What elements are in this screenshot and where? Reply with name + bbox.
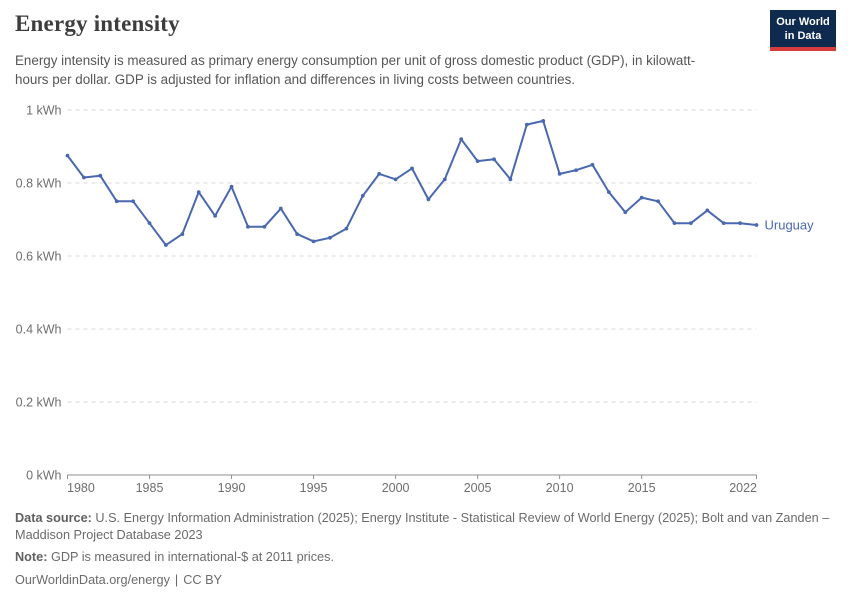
data-source-line: Data source: U.S. Energy Information Adm… [15, 510, 837, 544]
data-point [344, 226, 349, 231]
data-point [262, 224, 267, 229]
data-point [180, 232, 185, 237]
data-point [442, 177, 447, 182]
chart-footer: Data source: U.S. Energy Information Adm… [15, 510, 837, 589]
data-point [475, 159, 480, 164]
data-point [131, 199, 136, 204]
data-point [82, 175, 86, 180]
data-point [114, 199, 119, 204]
owid-url-link[interactable]: OurWorldinData.org/energy [15, 573, 170, 587]
data-point [328, 235, 332, 240]
note-label: Note: [15, 550, 48, 564]
series-markers [65, 119, 759, 247]
x-tick-label: 2015 [628, 481, 656, 495]
x-tick-label: 2005 [464, 481, 492, 495]
data-point [229, 184, 234, 189]
data-point [574, 168, 578, 173]
y-tick-label: 0.4 kWh [16, 323, 62, 337]
x-tick-label: 1995 [300, 481, 328, 495]
data-point [508, 177, 513, 182]
series-label-uruguay: Uruguay [765, 217, 815, 232]
data-point [98, 173, 103, 178]
page-title: Energy intensity [15, 11, 180, 36]
data-point [557, 171, 562, 176]
data-point [738, 221, 742, 226]
data-point [213, 213, 218, 218]
data-point [688, 221, 693, 226]
data-point [639, 195, 644, 200]
data-point [65, 153, 70, 158]
y-tick-label: 0 kWh [26, 469, 61, 483]
data-point [360, 193, 365, 198]
data-point [524, 122, 529, 127]
data-point [246, 224, 250, 229]
credit-line: OurWorldinData.org/energy | CC BY [15, 572, 837, 589]
data-point [606, 190, 611, 195]
data-source-label: Data source: [15, 511, 92, 525]
data-point [656, 199, 660, 204]
x-tick-label: 2010 [546, 481, 574, 495]
data-point [754, 223, 759, 227]
data-point [278, 206, 283, 211]
data-source-text: U.S. Energy Information Administration (… [15, 511, 830, 542]
y-tick-label: 1 kWh [26, 104, 61, 118]
data-point [295, 232, 300, 237]
owid-logo: Our World in Data [770, 10, 836, 51]
logo-line1: Our World [776, 16, 830, 28]
x-tick-label: 1990 [218, 481, 246, 495]
data-point [196, 190, 201, 195]
data-point [705, 208, 710, 213]
data-point [721, 221, 726, 226]
note-text: GDP is measured in international-$ at 20… [50, 550, 334, 564]
data-point [426, 197, 431, 202]
data-point [410, 166, 414, 171]
y-tick-label: 0.2 kWh [16, 396, 62, 410]
y-axis-labels: 0 kWh 0.2 kWh 0.4 kWh 0.6 kWh 0.8 kWh 1 kWh [16, 104, 62, 483]
x-tick-label: 1980 [67, 481, 95, 495]
x-tick-label: 2000 [382, 481, 410, 495]
data-point [492, 157, 496, 162]
x-axis-labels: 1980 1985 1990 1995 2000 2005 2010 2015 2022 [67, 481, 757, 495]
data-point [623, 210, 628, 215]
data-point [459, 137, 464, 142]
y-gridlines [67, 109, 757, 403]
data-point [393, 177, 398, 182]
x-tick-label: 2022 [729, 481, 757, 495]
chart-subtitle: Energy intensity is measured as primary … [15, 53, 696, 87]
data-point [590, 162, 595, 167]
data-point [164, 243, 168, 247]
data-point [672, 221, 677, 226]
data-point [147, 221, 152, 226]
note-line: Note: GDP is measured in international-$… [15, 549, 837, 566]
logo-line2: in Data [784, 30, 822, 42]
x-axis-ticks [67, 475, 757, 479]
data-point [311, 239, 316, 244]
data-point [541, 119, 546, 123]
x-tick-label: 1985 [136, 481, 164, 495]
y-tick-label: 0.8 kWh [16, 177, 62, 191]
license-text: CC BY [183, 573, 222, 587]
y-tick-label: 0.6 kWh [16, 250, 62, 264]
credit-separator: | [174, 573, 179, 587]
data-point [377, 171, 382, 176]
